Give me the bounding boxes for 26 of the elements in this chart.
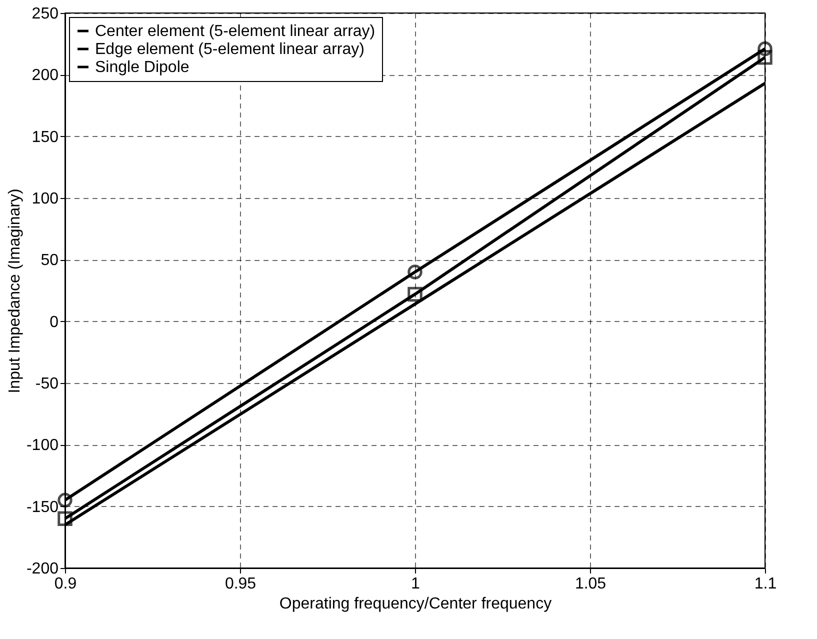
x-tick-label: 0.95 [224, 576, 256, 592]
point [758, 41, 772, 56]
legend-label: Center element (5-element linear array) [95, 23, 376, 40]
y-tick-label: 200 [32, 67, 59, 84]
point [408, 286, 422, 302]
y-tick-label: -150 [26, 498, 59, 516]
y-axis-title: Input Impedance (Imaginary) [6, 188, 24, 394]
x-tick-label: 1.1 [754, 576, 777, 592]
x-tick-label: 1.05 [574, 576, 606, 592]
point [58, 511, 72, 526]
x-tick-label: 0.9 [54, 576, 77, 592]
legend-label: Edge element (5-element linear array) [95, 41, 364, 58]
point [58, 492, 72, 508]
y-tick-label: 100 [32, 190, 59, 208]
point [758, 50, 772, 65]
y-tick-label: 150 [32, 128, 59, 146]
x-tick-label: 1 [411, 576, 420, 592]
y-tick-label: -100 [26, 437, 59, 454]
legend-label: Single Dipole [95, 59, 190, 76]
y-tick-label: 250 [32, 6, 59, 22]
y-tick-label: -200 [26, 560, 59, 578]
x-axis-title: Operating frequency/Center frequency [279, 596, 552, 612]
point [408, 264, 422, 280]
y-tick-label: 0 [50, 314, 59, 331]
y-tick-label: -50 [35, 376, 59, 392]
y-tick-label: 50 [40, 252, 59, 270]
